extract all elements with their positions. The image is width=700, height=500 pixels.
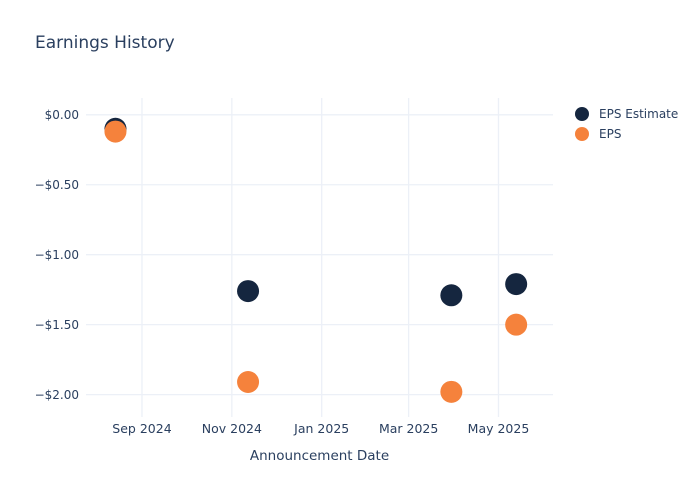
- point-eps-estimate[interactable]: [440, 284, 463, 307]
- y-tick-label: −$1.00: [35, 248, 79, 262]
- legend-item-eps[interactable]: EPS: [575, 124, 678, 144]
- eps-marker-icon: [575, 127, 589, 141]
- point-eps-estimate[interactable]: [505, 273, 528, 296]
- x-tick-label: Sep 2024: [112, 421, 171, 436]
- x-axis-title: Announcement Date: [249, 448, 390, 464]
- eps-estimate-marker-icon: [575, 107, 589, 121]
- point-eps[interactable]: [237, 371, 260, 394]
- legend-label-eps: EPS: [599, 127, 622, 141]
- x-tick-label: Mar 2025: [379, 421, 438, 436]
- x-tick-label: Jan 2025: [293, 421, 349, 436]
- y-tick-label: −$2.00: [35, 388, 79, 402]
- y-tick-label: −$0.50: [35, 178, 79, 192]
- x-tick-label: Nov 2024: [202, 421, 262, 436]
- y-tick-label: $0.00: [45, 108, 79, 122]
- x-tick-label: May 2025: [468, 421, 530, 436]
- point-eps[interactable]: [440, 380, 463, 403]
- chart-title: Earnings History: [35, 33, 175, 53]
- y-tick-label: −$1.50: [35, 318, 79, 332]
- point-eps[interactable]: [104, 120, 127, 143]
- point-eps-estimate[interactable]: [237, 280, 260, 303]
- legend-label-eps-estimate: EPS Estimate: [599, 107, 679, 121]
- legend-item-eps-estimate[interactable]: EPS Estimate: [575, 104, 678, 124]
- legend: EPS Estimate EPS: [575, 104, 678, 144]
- point-eps[interactable]: [505, 313, 528, 336]
